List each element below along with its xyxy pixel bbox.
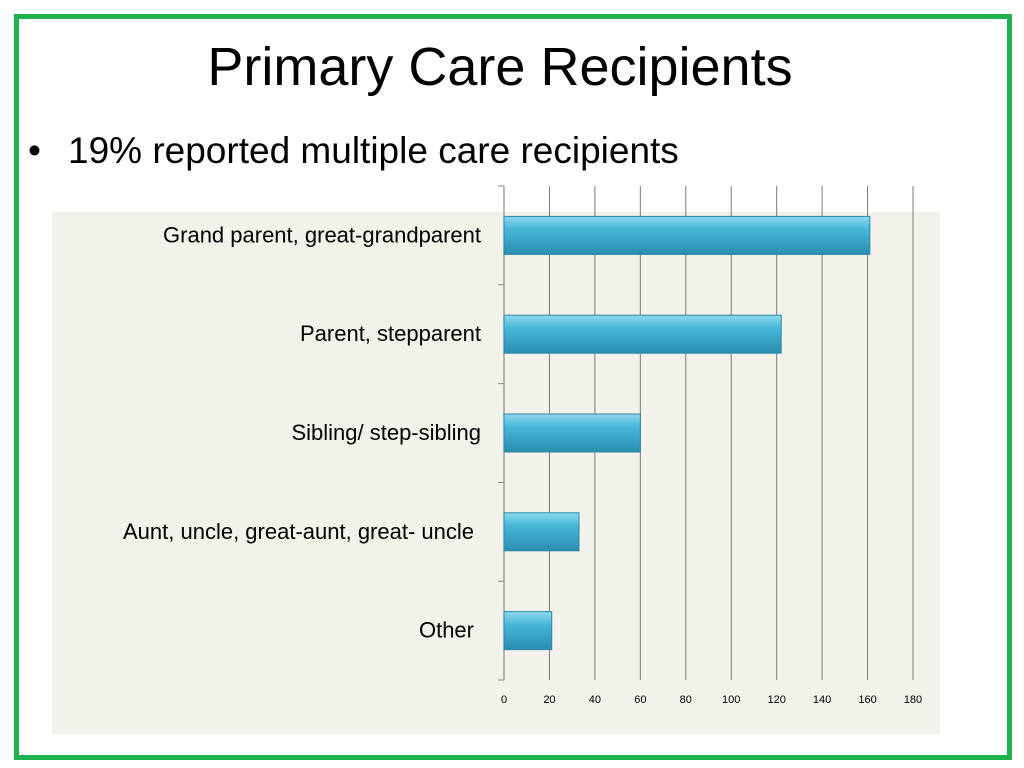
x-tick-label: 140: [813, 694, 831, 706]
x-tick-label: 80: [680, 694, 692, 706]
x-tick-label: 160: [858, 694, 876, 706]
bar: [503, 413, 641, 453]
x-tick-label: 40: [589, 694, 601, 706]
x-tick-label: 0: [501, 694, 507, 706]
bar: [503, 512, 580, 552]
x-tick-label: 120: [767, 694, 785, 706]
x-tick-labels: 0 20 40 60 80 100 120 140 160 180: [501, 694, 922, 706]
category-label: Sibling/ step-sibling: [291, 420, 481, 445]
category-labels: Grand parent, great-grandparent Parent, s…: [123, 222, 481, 642]
bars: [503, 215, 871, 651]
plot-background: [52, 212, 940, 734]
x-tick-label: 100: [722, 694, 740, 706]
category-label: Aunt, uncle, great-aunt, great- uncle: [123, 519, 474, 544]
bullet-line: • 19% reported multiple care recipients: [28, 130, 679, 172]
x-tick-label: 20: [543, 694, 555, 706]
bar: [503, 314, 782, 354]
x-tick-label: 60: [634, 694, 646, 706]
category-label: Parent, stepparent: [300, 321, 481, 346]
slide-title: Primary Care Recipients: [207, 37, 793, 97]
bar: [503, 215, 871, 255]
bar: [503, 611, 553, 651]
bullet-text: 19% reported multiple care recipients: [68, 130, 679, 171]
bullet-marker: •: [28, 130, 41, 171]
category-label: Grand parent, great-grandparent: [163, 222, 481, 247]
x-tick-label: 180: [904, 694, 922, 706]
category-label: Other: [419, 618, 474, 643]
